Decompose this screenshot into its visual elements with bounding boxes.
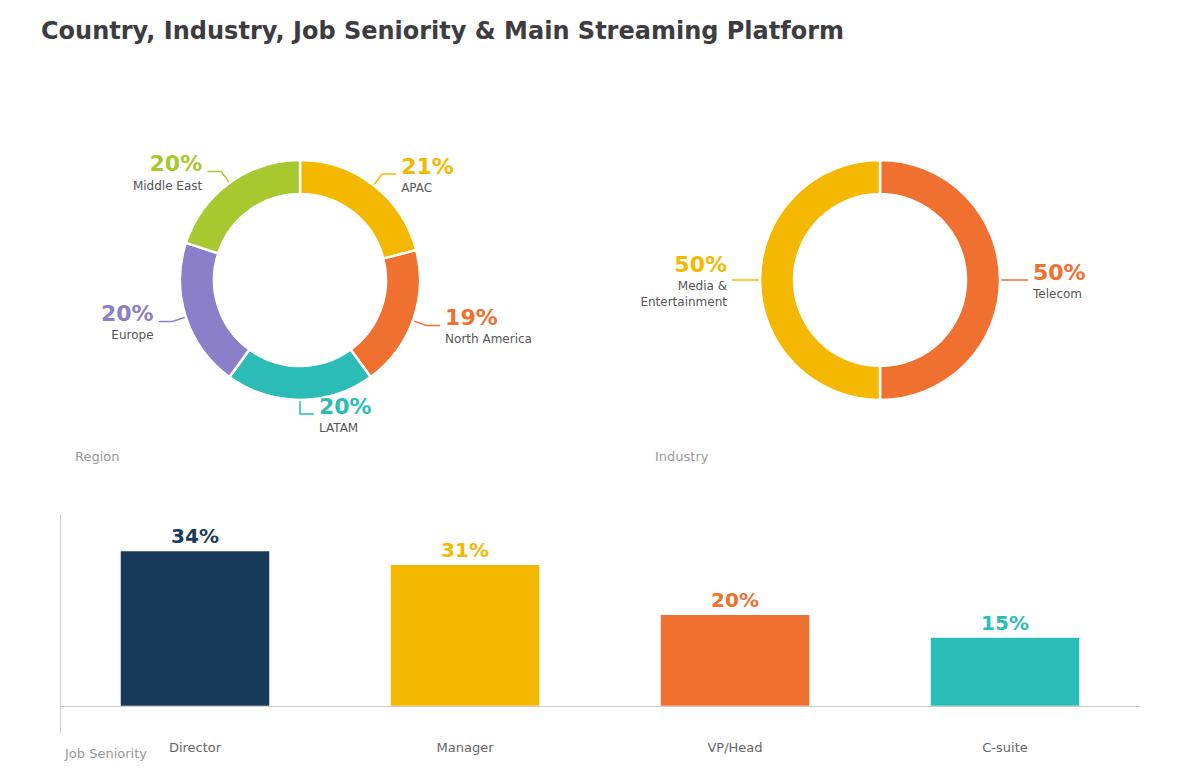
svg-text:Director: Director (169, 740, 222, 755)
svg-text:Media &: Media & (678, 279, 727, 293)
svg-text:North America: North America (445, 332, 532, 346)
svg-text:Europe: Europe (111, 328, 153, 342)
svg-text:Job Seniority: Job Seniority (64, 746, 147, 761)
svg-text:19%: 19% (445, 305, 498, 330)
svg-text:VP/Head: VP/Head (707, 740, 762, 755)
svg-text:50%: 50% (1033, 260, 1086, 285)
svg-text:15%: 15% (981, 611, 1029, 635)
svg-text:20%: 20% (150, 151, 203, 176)
svg-text:20%: 20% (101, 301, 154, 326)
svg-text:34%: 34% (171, 524, 219, 548)
svg-text:Middle East: Middle East (133, 179, 203, 193)
svg-text:Entertainment: Entertainment (640, 295, 727, 309)
svg-text:C-suite: C-suite (982, 740, 1028, 755)
svg-text:20%: 20% (711, 588, 759, 612)
svg-text:Telecom: Telecom (1032, 287, 1082, 301)
svg-text:LATAM: LATAM (319, 421, 358, 435)
svg-text:Region: Region (75, 449, 120, 464)
svg-text:Industry: Industry (655, 449, 709, 464)
svg-text:Country, Industry, Job Seniori: Country, Industry, Job Seniority & Main … (41, 17, 844, 45)
svg-text:31%: 31% (441, 538, 489, 562)
svg-text:20%: 20% (319, 394, 372, 419)
svg-text:21%: 21% (401, 154, 454, 179)
svg-text:Manager: Manager (437, 740, 495, 755)
svg-text:APAC: APAC (401, 181, 432, 195)
svg-text:50%: 50% (674, 252, 727, 277)
